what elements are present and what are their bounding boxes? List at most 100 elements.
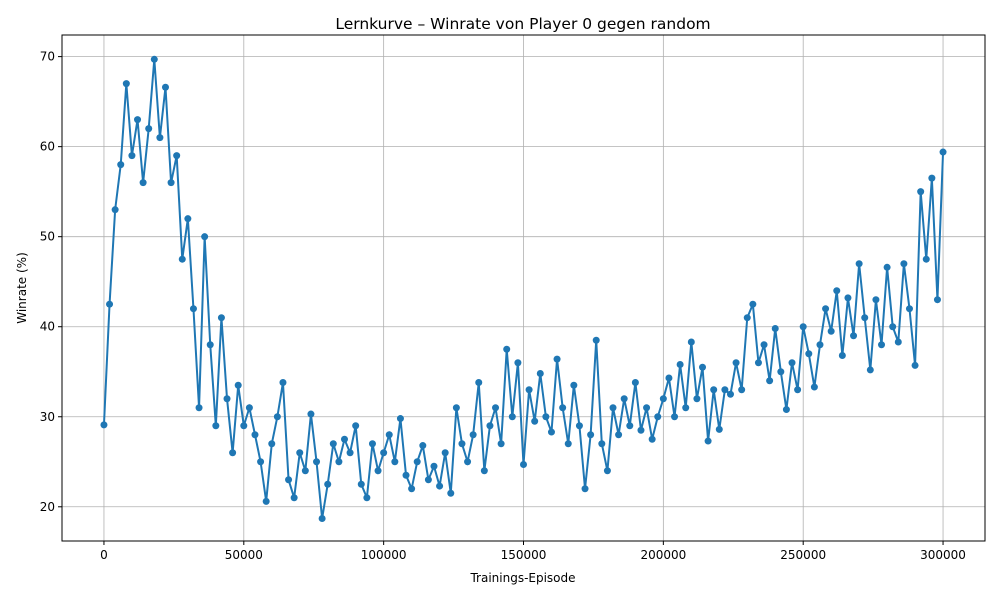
- data-point: [654, 413, 662, 421]
- data-point: [637, 426, 645, 434]
- data-point: [240, 422, 248, 430]
- data-point: [385, 431, 393, 439]
- data-point: [844, 294, 852, 302]
- data-point: [771, 325, 779, 333]
- data-point: [816, 341, 824, 349]
- data-point: [665, 374, 673, 382]
- data-point: [100, 421, 108, 429]
- data-point: [408, 485, 416, 493]
- data-point: [245, 404, 253, 412]
- data-point: [257, 458, 265, 466]
- data-point: [458, 440, 466, 448]
- data-point: [810, 383, 818, 391]
- data-point: [307, 410, 315, 418]
- data-point: [872, 296, 880, 304]
- data-point: [313, 458, 321, 466]
- data-point: [475, 379, 483, 387]
- data-point: [161, 83, 169, 91]
- data-point: [581, 485, 589, 493]
- data-point: [492, 404, 500, 412]
- data-point: [480, 467, 488, 475]
- x-tick-label: 150000: [501, 548, 547, 562]
- data-point: [570, 381, 578, 389]
- data-point: [368, 440, 376, 448]
- data-point: [827, 327, 835, 335]
- data-point: [318, 514, 326, 522]
- y-tick-label: 40: [40, 320, 55, 334]
- x-tick-label: 250000: [780, 548, 826, 562]
- data-point: [184, 215, 192, 223]
- data-point: [229, 449, 237, 457]
- data-point: [156, 134, 164, 142]
- data-point: [497, 440, 505, 448]
- data-point: [514, 359, 522, 367]
- data-point: [598, 440, 606, 448]
- data-point: [217, 314, 225, 322]
- data-point: [469, 431, 477, 439]
- data-point: [933, 296, 941, 304]
- data-point: [928, 174, 936, 182]
- data-point: [715, 425, 723, 433]
- x-tick-label: 100000: [361, 548, 407, 562]
- data-point: [911, 361, 919, 369]
- data-point: [922, 255, 930, 263]
- data-point: [894, 338, 902, 346]
- data-point: [452, 404, 460, 412]
- data-point: [436, 482, 444, 490]
- data-point: [531, 417, 539, 425]
- data-point: [234, 381, 242, 389]
- chart-title: Lernkurve – Winrate von Player 0 gegen r…: [335, 15, 710, 33]
- data-point: [301, 467, 309, 475]
- data-point: [547, 428, 555, 436]
- data-point: [777, 368, 785, 376]
- data-point: [743, 314, 751, 322]
- y-tick-label: 70: [40, 50, 55, 64]
- data-point: [139, 179, 147, 187]
- plot-frame: [61, 34, 986, 542]
- data-point: [223, 395, 231, 403]
- data-point: [564, 440, 572, 448]
- data-point: [122, 80, 130, 88]
- data-point: [710, 386, 718, 394]
- data-point: [861, 314, 869, 322]
- data-point: [878, 341, 886, 349]
- x-tick-label: 300000: [920, 548, 966, 562]
- data-point: [340, 435, 348, 443]
- data-point: [296, 449, 304, 457]
- x-tick-label: 200000: [640, 548, 686, 562]
- data-point: [329, 440, 337, 448]
- data-point: [704, 437, 712, 445]
- data-point: [520, 460, 527, 468]
- data-point: [212, 422, 220, 430]
- data-point: [592, 336, 600, 344]
- data-point: [760, 341, 768, 349]
- data-point: [900, 260, 908, 268]
- data-point: [285, 476, 293, 484]
- data-point: [503, 345, 511, 353]
- data-point: [788, 359, 796, 367]
- data-point: [659, 395, 667, 403]
- data-point: [464, 458, 472, 466]
- x-tick-label: 50000: [225, 548, 263, 562]
- data-point: [447, 489, 455, 497]
- data-point: [889, 323, 897, 331]
- data-point: [206, 341, 214, 349]
- data-point: [396, 415, 404, 423]
- data-point: [671, 413, 679, 421]
- data-point: [687, 338, 695, 346]
- data-point: [553, 355, 561, 363]
- data-point: [620, 395, 628, 403]
- y-tick-label: 30: [40, 410, 55, 424]
- data-point: [766, 377, 774, 385]
- data-point: [402, 471, 410, 479]
- data-point: [603, 467, 611, 475]
- data-point: [357, 480, 365, 488]
- data-point: [111, 206, 119, 214]
- data-point: [799, 323, 807, 331]
- data-point: [855, 260, 863, 268]
- data-point: [754, 359, 762, 367]
- data-point: [279, 379, 287, 387]
- data-point: [559, 404, 567, 412]
- data-point: [643, 404, 651, 412]
